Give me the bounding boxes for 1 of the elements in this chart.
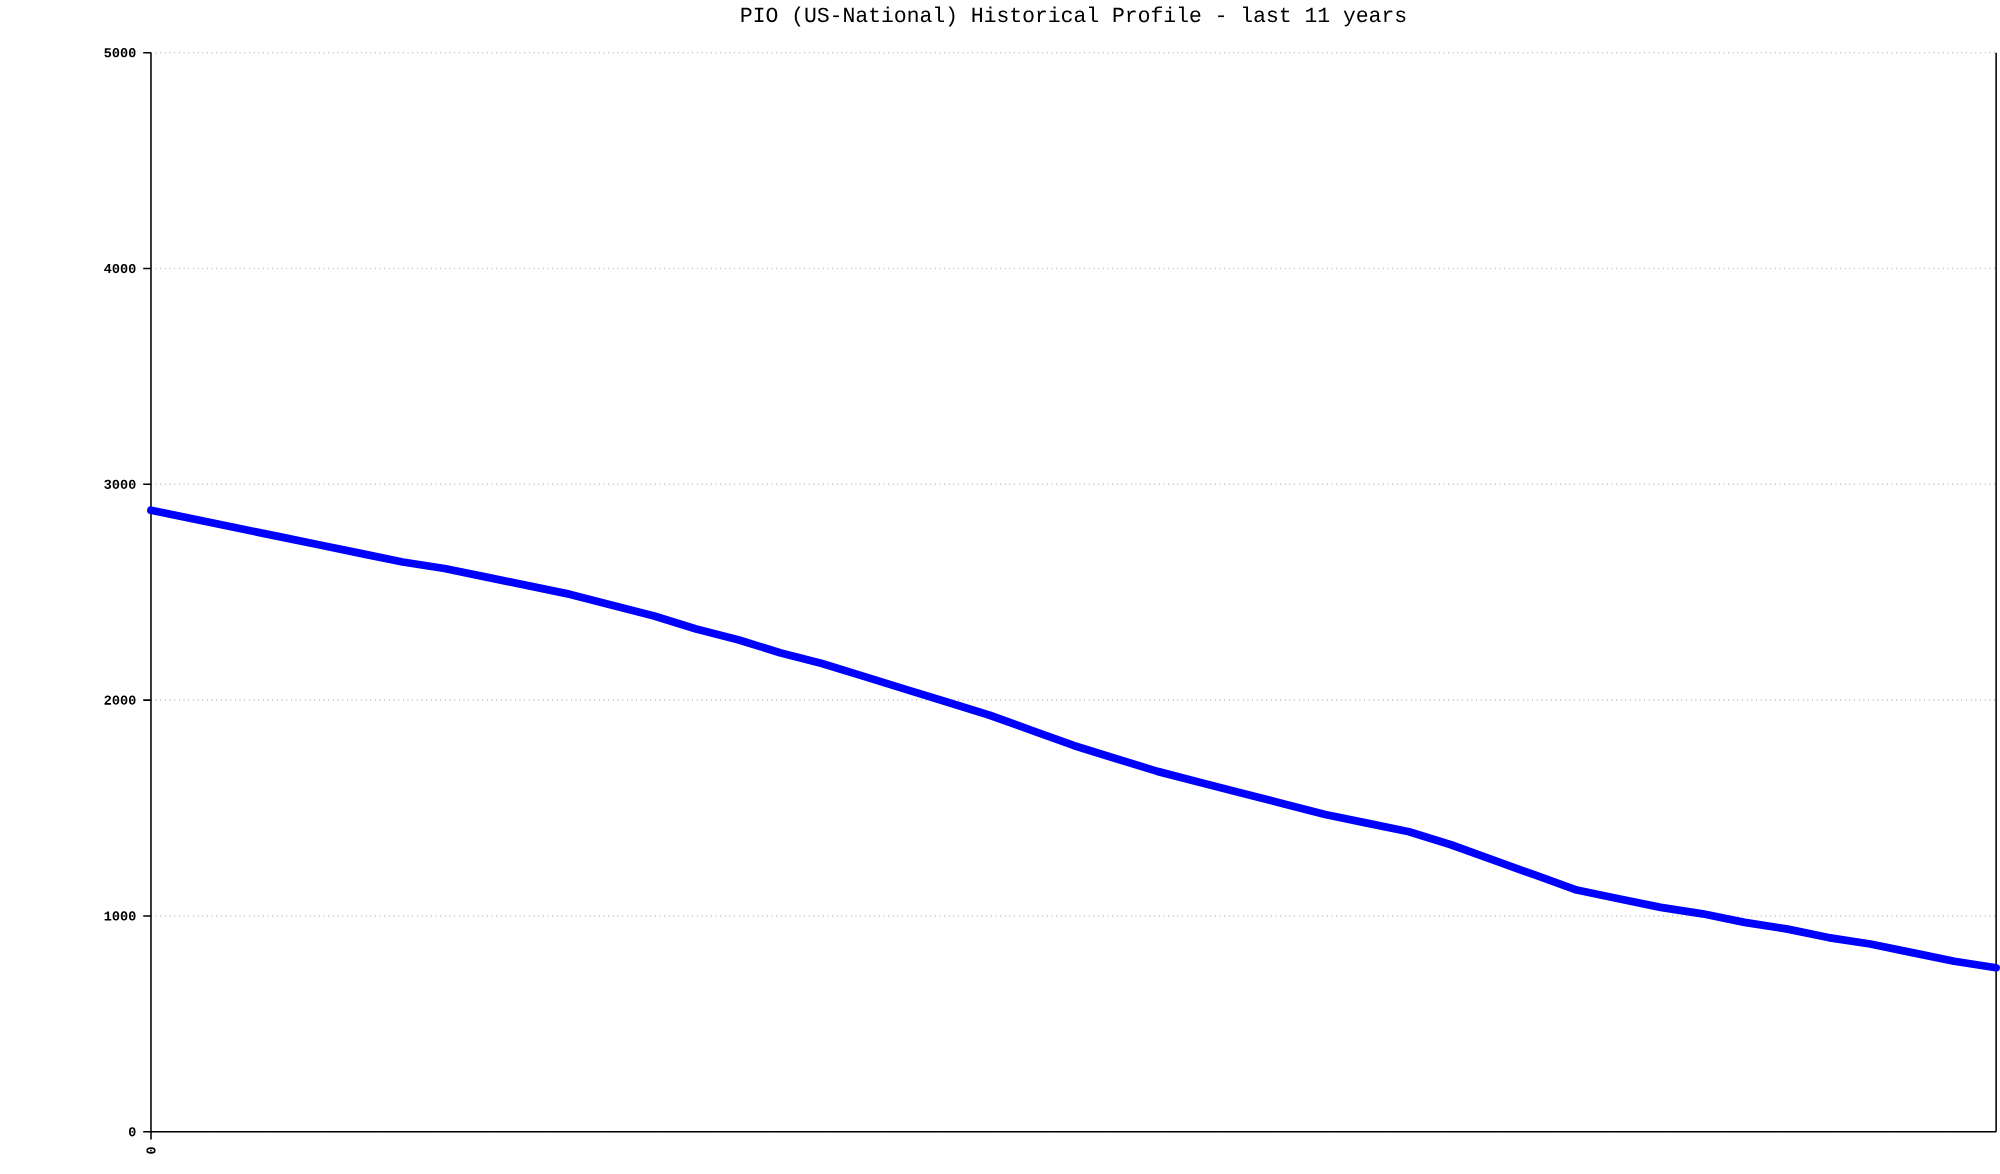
- chart-title: PIO (US-National) Historical Profile - last 11 years: [741, 6, 1406, 26]
